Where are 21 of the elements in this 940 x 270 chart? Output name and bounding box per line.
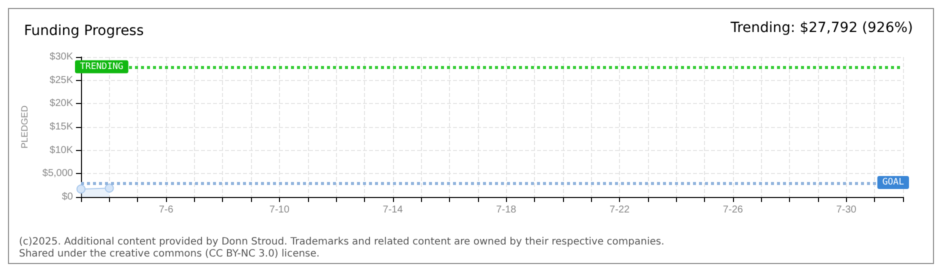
y-tick-label: $20K	[50, 98, 74, 110]
ref-line-label: GOAL	[882, 178, 904, 188]
x-tick-label: 7-6	[158, 204, 174, 216]
ref-line-label: TRENDING	[80, 62, 124, 72]
x-tick-label: 7-30	[836, 204, 857, 216]
y-axis-title: PLEDGED	[20, 104, 30, 149]
chart-title: Funding Progress	[24, 23, 144, 39]
y-tick-label: $10K	[50, 144, 74, 156]
y-tick-label: $0	[62, 192, 74, 202]
x-tick-label: 7-22	[610, 204, 630, 216]
y-tick-label: $30K	[50, 52, 74, 62]
y-tick-label: $5,000	[42, 168, 74, 180]
x-tick-label: 7-26	[722, 204, 744, 216]
text: (c)2025. Additional content provided by Donn Stroud. Trademarks and related content are owned by their respective companies.	[19, 236, 664, 248]
y-tick-label: $25K	[50, 74, 74, 86]
x-tick-label: 7-14	[382, 204, 404, 216]
y-tick-label: $15K	[50, 122, 74, 132]
text: Trending: $27,792 (926%)	[730, 20, 914, 36]
text: Shared under the creative commons (CC BY-NC 3.0) license.	[19, 248, 320, 260]
x-tick-label: 7-10	[269, 204, 290, 216]
x-tick-label: 7-18	[496, 204, 517, 216]
